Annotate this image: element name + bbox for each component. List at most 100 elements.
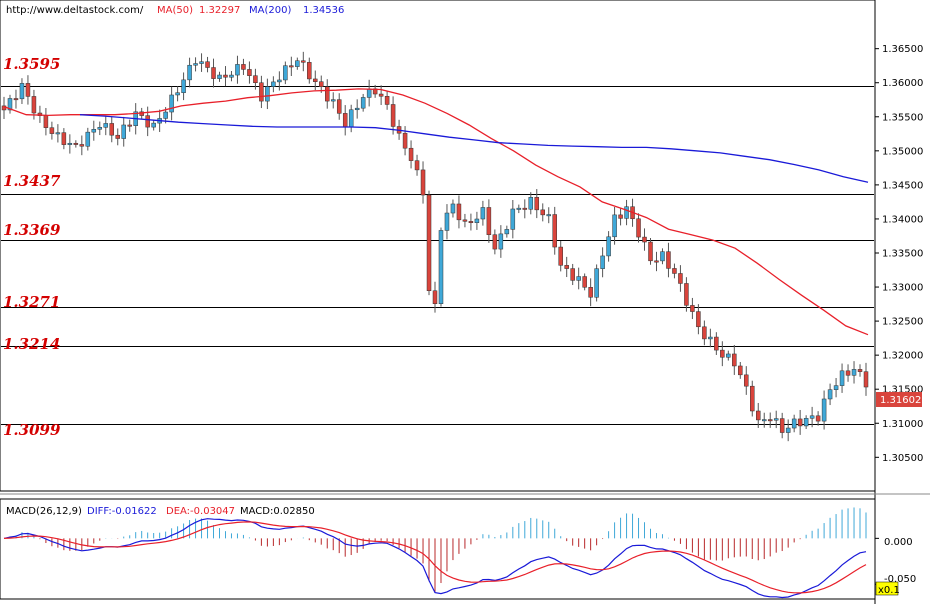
candle-body [809,415,815,419]
candle-body [821,398,827,422]
candle-body [773,418,779,421]
candle-body [277,79,282,83]
level-label: 1.3595 [3,55,60,73]
candle-body [295,60,300,67]
candle-body [307,62,312,80]
candle-body [666,251,671,269]
candle-body [402,132,408,149]
candle-body [827,389,833,400]
current-price-badge [876,392,922,407]
candle-body [785,427,791,433]
level-label: 1.3369 [3,221,61,239]
candle-body [432,290,438,304]
candle-body [127,124,132,127]
candle-body [738,365,743,376]
candle-body [438,230,444,304]
candle-body [654,260,659,263]
price-axis: 1.36500 1.36000 1.35500 1.35000 1.34500 1.340… [875,44,923,464]
candle-body [384,96,390,105]
ma200-value: 1.34536 [303,5,344,16]
candle-body [576,276,581,281]
macd-dea: DEA:-0.03047 [166,506,235,517]
level-label: 1.3271 [3,293,60,311]
candle-body [516,207,522,210]
candle-body [354,107,360,111]
candle-body [750,385,755,412]
candle-body [205,61,210,68]
candle-body [181,79,186,93]
candle-body [510,208,516,230]
ma200-line [79,114,869,183]
candle-body [450,203,456,214]
y-tick-label: 1.34000 [882,214,923,225]
candle-body [702,326,707,340]
candle-body [612,214,617,238]
candle-body [175,92,180,96]
level-label: 1.3214 [3,335,60,353]
candle-body [708,336,713,340]
candle-body [408,147,414,161]
candle-body [283,65,288,81]
y-tick-label: 1.36500 [882,44,923,55]
candle-body [558,246,563,266]
candle-body [43,115,49,128]
candle-body [498,233,504,250]
level-label: 1.3437 [3,172,61,190]
candle-body [229,74,234,78]
candle-body [696,311,701,328]
candle-body [241,64,246,70]
candle-body [720,349,725,358]
ma50-label: MA(50) [157,5,193,16]
candle-body [61,132,67,145]
candle-body [109,123,114,136]
candle-body [13,98,19,101]
candle-body [606,236,611,257]
candle-body [534,197,540,211]
candle-body [223,74,228,78]
moving-averages [3,88,869,336]
y-tick-label: 1.32000 [882,351,923,362]
macd-indicator [3,507,879,599]
candle-body [67,142,73,145]
candle-body [336,99,342,114]
candle-body [732,353,737,367]
candle-body [265,86,270,102]
candle-body [103,123,109,128]
candle-body [726,353,731,358]
candle-body [97,127,103,130]
scale-badge-label: x0.1 [878,585,900,596]
candle-body [247,69,252,76]
candle-body [253,75,258,83]
y-tick-label: 1.33000 [882,283,923,294]
candle-body [522,207,528,210]
candle-body [492,234,498,250]
candle-body [319,81,324,88]
candle-body [49,127,55,134]
ma50-line [3,88,869,336]
candle-body [259,82,264,102]
candle-body [714,336,719,351]
candle-body [444,212,450,231]
candle-body [145,115,150,128]
candle-body [378,93,384,97]
macd-value: MACD:0.02850 [240,506,315,517]
candle-body [7,98,13,111]
candle-body [594,268,599,298]
ma50-value: 1.32297 [199,5,240,16]
scale-badge [875,581,899,596]
current-price: 1.31602 [880,395,921,406]
candle-body [468,221,474,224]
candle-body [348,109,354,128]
candle-body [833,385,839,390]
candle-body [797,418,803,427]
candle-body [660,251,665,262]
candle-body [624,206,629,219]
candle-body [25,83,31,97]
y-tick-label: 1.34500 [882,180,923,191]
candle-body [528,197,534,210]
candle-body [791,418,797,429]
candle-body [456,203,462,221]
candle-body [839,370,845,386]
candle-body [414,160,420,171]
